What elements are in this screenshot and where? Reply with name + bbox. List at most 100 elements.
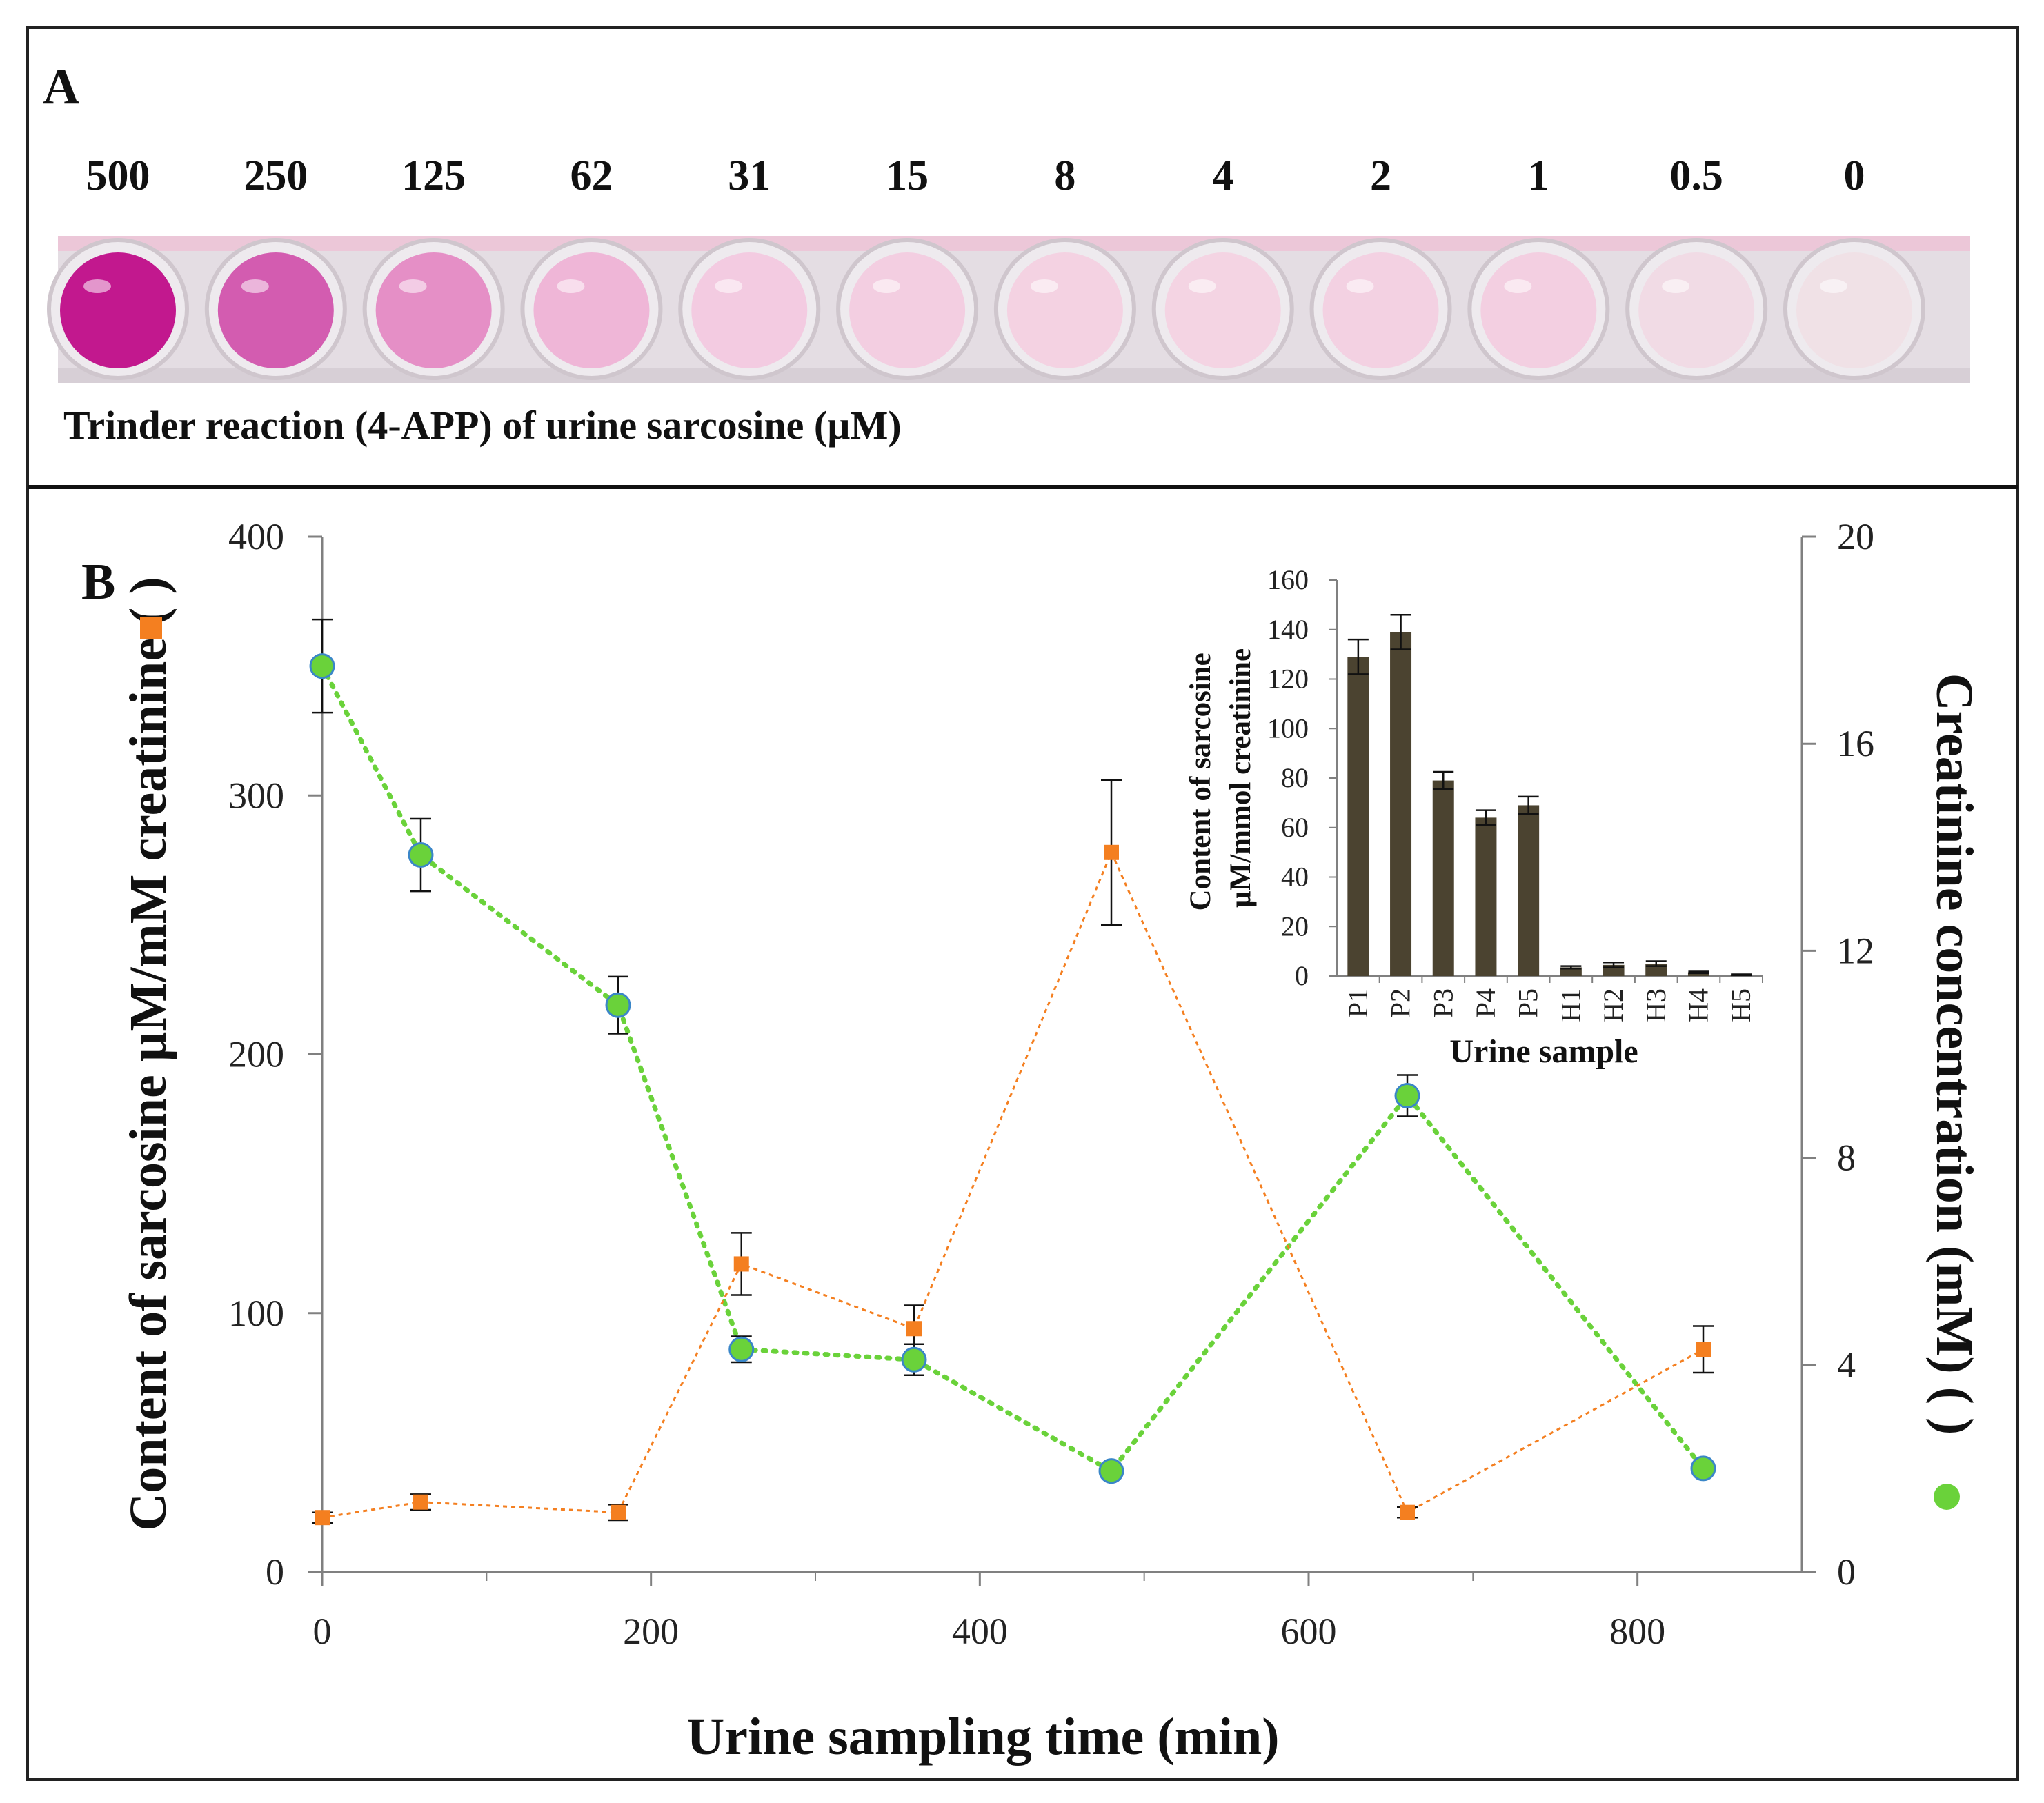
concentration-label: 125: [401, 152, 466, 199]
concentration-label: 2: [1370, 152, 1391, 199]
well-liquid: [1638, 252, 1755, 368]
inset-bar: [1347, 657, 1369, 976]
well: [1783, 238, 1925, 380]
main-x-axis-title: Urine sampling time (min): [686, 1708, 1279, 1766]
concentration-label: 62: [570, 152, 613, 199]
concentration-label: 1: [1528, 152, 1549, 199]
well: [1467, 238, 1610, 380]
well-highlight: [1820, 279, 1847, 293]
creatinine-point: [408, 842, 434, 868]
creatinine-line: [319, 664, 1706, 1475]
inset-category-label: P2: [1385, 988, 1416, 1017]
well-highlight: [399, 279, 427, 293]
inset-bar: [1687, 972, 1709, 976]
creatinine-point: [605, 992, 631, 1018]
well-liquid: [60, 252, 176, 368]
well-highlight: [1030, 279, 1058, 293]
y2-tick-label: 0: [1837, 1551, 1856, 1593]
inset-category-label: H5: [1725, 988, 1756, 1022]
y2-tick-label: 20: [1837, 516, 1874, 557]
y2-tick-label: 8: [1837, 1137, 1856, 1179]
main-y-axis-title: Content of sarcosine µM/mM creatinine ( …: [119, 577, 177, 1531]
sarcosine-line: [321, 850, 1704, 1519]
x-tick-label: 800: [1609, 1611, 1665, 1652]
sarcosine-point: [1104, 844, 1119, 860]
inset-bars: [1347, 613, 1752, 977]
well-liquid: [1164, 252, 1281, 368]
sarcosine-point: [1400, 1504, 1415, 1520]
main-series: [309, 618, 1716, 1526]
concentration-label: 31: [728, 152, 771, 199]
well: [836, 238, 979, 380]
creatinine-point: [728, 1336, 755, 1362]
well-liquid: [375, 252, 492, 368]
y2-tick-label: 12: [1837, 930, 1874, 971]
well: [1309, 238, 1452, 380]
concentration-label: 8: [1054, 152, 1075, 199]
well-liquid: [1322, 252, 1439, 368]
concentration-label: 500: [86, 152, 150, 199]
inset-y-label: Content of sarcosine µM/mmol creatinine: [1184, 646, 1257, 911]
y-tick-label: 400: [228, 516, 284, 557]
well-highlight: [1662, 279, 1690, 293]
well-liquid: [691, 252, 808, 368]
x-tick-label: 600: [1281, 1611, 1337, 1652]
well-liquid: [1480, 252, 1597, 368]
y-tick-label: 200: [228, 1034, 284, 1075]
panel-a-label: A: [43, 59, 79, 115]
concentration-label: 0: [1844, 152, 1865, 199]
concentration-label: 0.5: [1669, 152, 1723, 199]
inset-category-label: H1: [1555, 988, 1586, 1022]
x-tick-label: 0: [313, 1611, 332, 1652]
inset-bar: [1390, 632, 1412, 976]
inset-category-label: P1: [1342, 988, 1373, 1017]
plate-top-strip: [58, 236, 1970, 251]
x-tick-label: 200: [623, 1611, 679, 1652]
creatinine-point: [1690, 1455, 1716, 1482]
sarcosine-point: [733, 1256, 749, 1272]
inset-y-tick-label: 160: [1267, 564, 1309, 595]
inset-bar: [1432, 780, 1454, 976]
well-highlight: [715, 279, 743, 293]
concentration-labels: 500 250 125 62 31 15 8 4 2 1 0.5 0: [86, 152, 1865, 199]
sarcosine-point: [315, 1510, 330, 1526]
inset-y-label-line2: µM/mmol creatinine: [1224, 648, 1257, 908]
inset-bar: [1518, 805, 1540, 976]
inset-y-tick-label: 120: [1267, 664, 1309, 695]
well: [1625, 238, 1768, 380]
well: [1151, 238, 1294, 380]
inset-category-label: P5: [1513, 988, 1544, 1017]
x-tick-label: 400: [952, 1611, 1008, 1652]
inset-category-label: P4: [1470, 988, 1501, 1017]
well-liquid: [849, 252, 966, 368]
concentration-label: 15: [886, 152, 929, 199]
inset-y-tick-label: 80: [1281, 762, 1309, 793]
well-liquid: [1006, 252, 1123, 368]
well-highlight: [241, 279, 269, 293]
sarcosine-point: [413, 1494, 428, 1510]
inset-bar: [1475, 817, 1497, 976]
creatinine-point: [901, 1346, 927, 1373]
inset-category-label: H2: [1598, 988, 1629, 1022]
well-highlight: [873, 279, 901, 293]
inset-chart: 0 20 40 60 80 100 120 140 160 P1 P2 P3 P4 P5 H1 H2 H3 H4 H…: [1184, 564, 1763, 1070]
inset-y-tick-label: 100: [1267, 713, 1309, 744]
inset-bar: [1560, 967, 1582, 976]
creatinine-point: [1098, 1458, 1124, 1484]
main-y2-axis-title: Creatinine concentration (mM) ( ): [1925, 673, 1983, 1435]
sarcosine-point: [611, 1504, 626, 1520]
concentration-label: 4: [1212, 152, 1233, 199]
inset-y-tick-label: 60: [1281, 812, 1309, 843]
sarcosine-point: [1696, 1342, 1711, 1357]
well: [678, 238, 821, 380]
well-liquid: [533, 252, 650, 368]
well-liquid: [1796, 252, 1912, 368]
well-highlight: [1504, 279, 1532, 293]
inset-y-label-line1: Content of sarcosine: [1184, 653, 1217, 910]
sarcosine-legend-square: [140, 617, 162, 639]
wells: [47, 238, 1925, 380]
well: [204, 238, 347, 380]
y-tick-label: 0: [266, 1551, 284, 1593]
